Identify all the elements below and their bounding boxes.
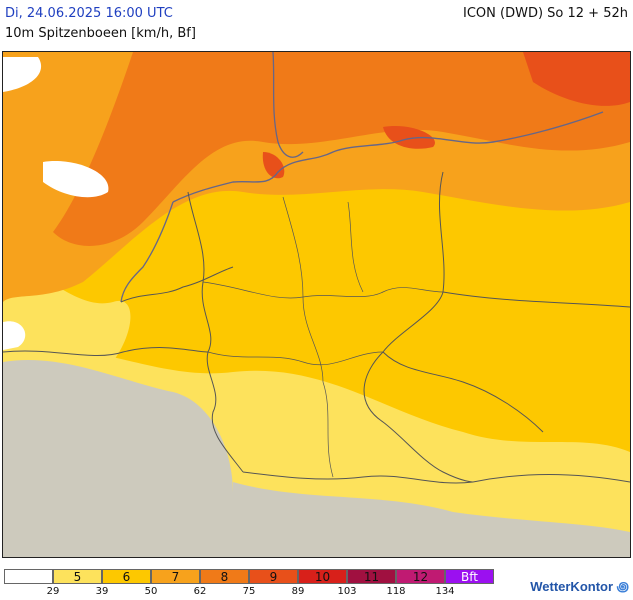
legend-class-7: 7 [151, 569, 200, 584]
border-belgium [120, 266, 234, 303]
wind-gust-map [2, 51, 631, 558]
grey-area-southwest [3, 359, 233, 557]
border-austria [472, 474, 630, 483]
parameter-label: 10m Spitzenboeen [km/h, Bf] [5, 26, 196, 41]
logo-text: WetterKontor [530, 579, 614, 594]
coastline-netherlands [120, 201, 174, 303]
legend-tick-39: 39 [95, 586, 109, 597]
map-canvas [3, 52, 630, 557]
legend-tick-134: 134 [435, 586, 455, 597]
legend-class-11: 11 [347, 569, 396, 584]
grey-area-alps [233, 482, 630, 557]
valid-time-label: Di, 24.06.2025 16:00 UTC [5, 6, 173, 21]
legend-tick-75: 75 [242, 586, 256, 597]
border-czech [363, 351, 474, 483]
legend-tick-29: 29 [46, 586, 60, 597]
legend-class-9: 9 [249, 569, 298, 584]
low-gust-patch-corner [3, 57, 42, 92]
border-france [3, 347, 209, 357]
gust-zone-bf9-northeast [523, 52, 630, 106]
coastline-jutland [272, 52, 304, 158]
state-border-4 [322, 381, 334, 478]
legend-class-10: 10 [298, 569, 347, 584]
legend-class-12: 12 [396, 569, 445, 584]
low-gust-patch-west [3, 321, 26, 350]
legend-class-5: 5 [53, 569, 102, 584]
state-border-3 [207, 351, 384, 366]
coastline-north [172, 111, 604, 203]
legend-tick-103: 103 [337, 586, 357, 597]
state-border-1 [202, 281, 444, 299]
legend-tick-50: 50 [144, 586, 158, 597]
wetterkontor-logo: WetterKontor ꩜ [530, 576, 629, 596]
legend-tick-62: 62 [193, 586, 207, 597]
legend-bar: 5 6 7 8 9 10 11 12 Bft [4, 569, 494, 585]
legend-class-8: 8 [200, 569, 249, 584]
legend-tick-89: 89 [291, 586, 305, 597]
model-run-label: ICON (DWD) So 12 + 52h [463, 6, 628, 21]
legend-class-calm [4, 569, 53, 584]
legend-class-6: 6 [102, 569, 151, 584]
legend-tick-118: 118 [386, 586, 406, 597]
border-poland-czech [442, 291, 630, 308]
border-east-germany [382, 171, 544, 433]
state-border-5 [347, 201, 364, 293]
gust-zone-bf8-north [53, 52, 630, 246]
logo-swirl-icon: ꩜ [613, 579, 629, 594]
legend-class-bft: Bft [445, 569, 494, 584]
legend-ticks: 29 39 50 62 75 89 103 118 134 [4, 586, 504, 600]
low-gust-patch-north-sea [43, 161, 109, 198]
state-border-2 [282, 196, 324, 383]
border-south-germany [242, 471, 474, 484]
gust-spot-bf9-baltic [383, 126, 435, 149]
